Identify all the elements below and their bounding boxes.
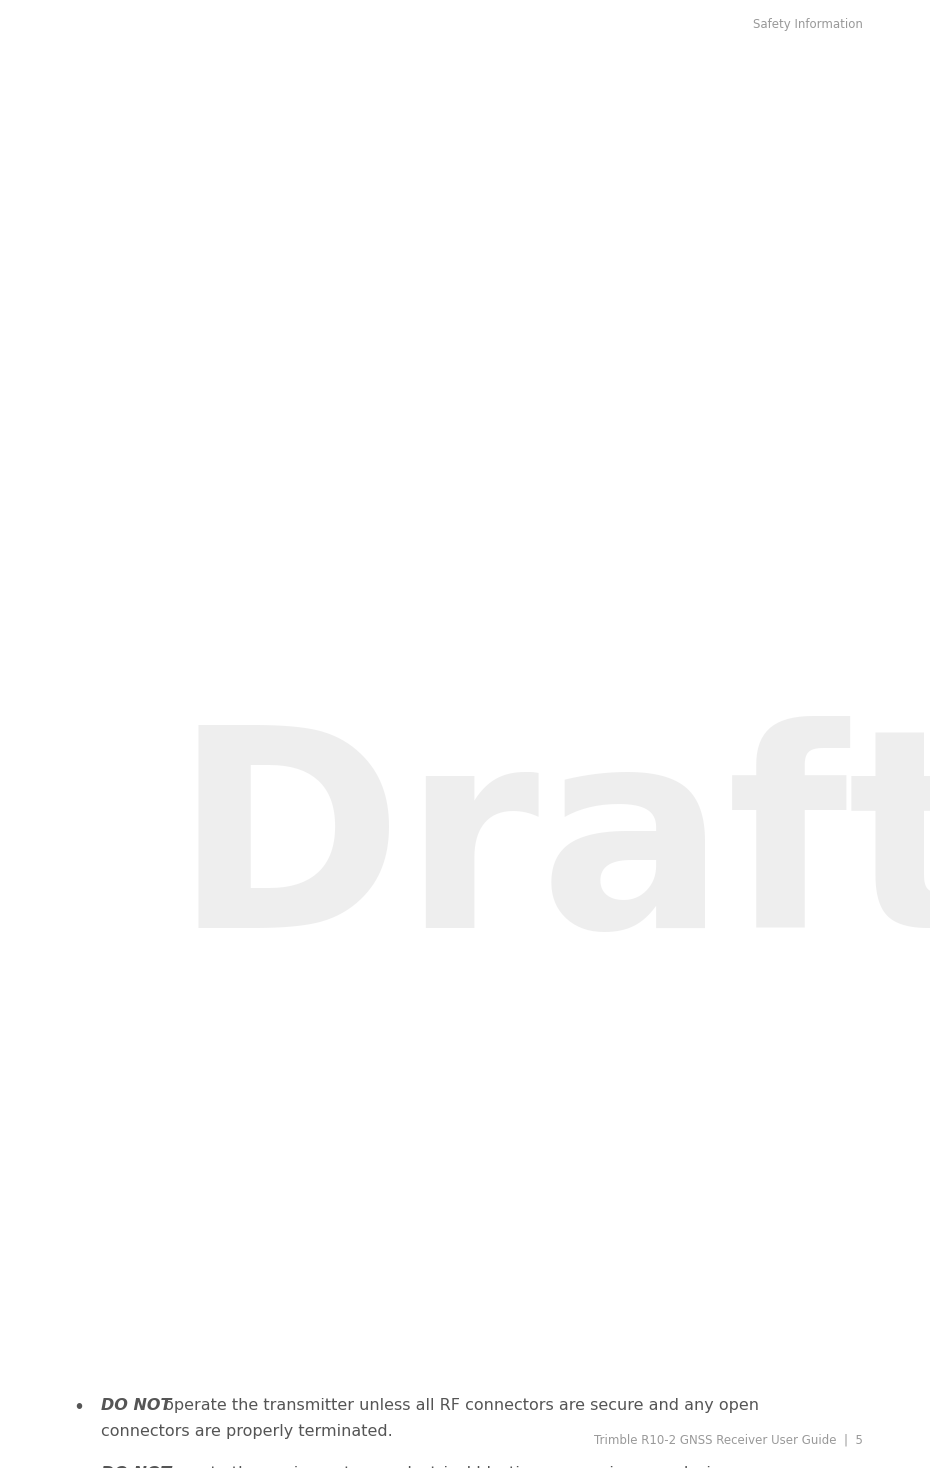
Text: DO NOT: DO NOT [101,1467,171,1468]
Text: operate the transmitter unless all RF connectors are secure and any open: operate the transmitter unless all RF co… [159,1398,759,1414]
Text: •: • [73,1398,84,1417]
Text: Safety Information: Safety Information [753,18,863,31]
Text: DO NOT: DO NOT [101,1398,171,1414]
Text: Draft: Draft [172,716,930,986]
Text: Trimble R10-2 GNSS Receiver User Guide  |  5: Trimble R10-2 GNSS Receiver User Guide |… [594,1433,863,1446]
Text: •: • [73,1467,84,1468]
Text: connectors are properly terminated.: connectors are properly terminated. [101,1424,392,1439]
Text: operate the equipment near electrical blasting caps or in an explosive: operate the equipment near electrical bl… [159,1467,730,1468]
